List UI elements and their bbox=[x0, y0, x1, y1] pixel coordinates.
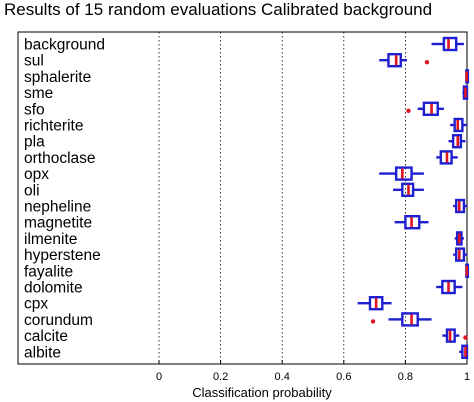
box-background bbox=[431, 36, 464, 52]
tick-label: 0.2 bbox=[213, 371, 228, 383]
category-label: dolomite bbox=[24, 280, 83, 297]
box-body bbox=[455, 247, 466, 262]
category-label: albite bbox=[24, 344, 61, 361]
category-label: hyperstene bbox=[24, 247, 101, 264]
box-series bbox=[357, 36, 470, 359]
box-corundum bbox=[370, 312, 432, 327]
box-opx bbox=[379, 166, 424, 181]
box-oli bbox=[393, 182, 424, 198]
box-ilmenite bbox=[454, 231, 464, 246]
category-label: oli bbox=[24, 182, 40, 199]
category-label: sme bbox=[24, 85, 53, 102]
category-label: sphalerite bbox=[24, 69, 91, 86]
box-body bbox=[453, 117, 464, 133]
box-body bbox=[404, 214, 421, 230]
box-body bbox=[439, 150, 453, 165]
box-sme bbox=[462, 85, 469, 100]
outlier-point bbox=[370, 319, 376, 324]
box-fayalite bbox=[465, 263, 470, 278]
category-label: calcite bbox=[24, 328, 68, 345]
grid-lines bbox=[158, 32, 468, 364]
box-magnetite bbox=[394, 214, 429, 230]
outlier-point bbox=[406, 108, 411, 114]
category-label: ilmenite bbox=[24, 231, 77, 248]
box-hyperstene bbox=[453, 247, 467, 262]
box-body bbox=[462, 85, 469, 100]
category-label: background bbox=[24, 37, 105, 54]
category-label: nepheline bbox=[24, 199, 91, 216]
box-body bbox=[455, 198, 466, 214]
x-axis-ticks: 0 0.2 0.4 0.6 0.8 1 bbox=[156, 360, 470, 383]
category-label: magnetite bbox=[24, 215, 92, 232]
box-body bbox=[441, 279, 456, 295]
box-body bbox=[445, 328, 456, 343]
category-label: corundum bbox=[24, 312, 93, 329]
outlier-point bbox=[463, 335, 468, 340]
box-body bbox=[451, 133, 463, 149]
box-dolomite bbox=[436, 279, 463, 295]
category-label: orthoclase bbox=[24, 150, 96, 167]
box-nepheline bbox=[453, 198, 467, 214]
box-body bbox=[422, 101, 439, 117]
category-label: opx bbox=[24, 166, 49, 183]
outlier-point bbox=[424, 60, 430, 65]
box-body bbox=[394, 166, 413, 181]
tick-label: 0 bbox=[156, 371, 162, 383]
box-body bbox=[401, 312, 419, 327]
category-label: pla bbox=[24, 134, 45, 151]
category-label: sfo bbox=[24, 101, 45, 118]
box-cpx bbox=[357, 296, 392, 311]
box-body bbox=[455, 231, 463, 246]
category-label: fayalite bbox=[24, 263, 73, 280]
box-body bbox=[401, 182, 415, 198]
tick-label: 1 bbox=[464, 371, 470, 383]
box-body bbox=[442, 36, 458, 52]
box-calcite bbox=[442, 328, 468, 343]
category-label: richterite bbox=[24, 118, 83, 135]
box-body bbox=[461, 344, 469, 359]
box-albite bbox=[459, 344, 469, 359]
chart-title: Results of 15 random evaluations Calibra… bbox=[4, 0, 432, 19]
box-body bbox=[387, 53, 402, 68]
box-richterite bbox=[450, 117, 467, 133]
tick-label: 0.6 bbox=[336, 371, 351, 383]
box-orthoclase bbox=[436, 150, 458, 165]
category-labels: backgroundsulsphaleritesmesforichteritep… bbox=[24, 37, 105, 362]
category-label: cpx bbox=[24, 296, 48, 313]
box-sphalerite bbox=[465, 69, 470, 84]
box-sul bbox=[379, 53, 430, 68]
box-sfo bbox=[406, 101, 444, 117]
box-body bbox=[368, 296, 384, 311]
box-pla bbox=[448, 133, 466, 149]
x-axis-label: Classification probability bbox=[192, 385, 332, 400]
plot-area bbox=[17, 31, 468, 365]
tick-label: 0.4 bbox=[275, 371, 290, 383]
category-label: sul bbox=[24, 53, 44, 70]
tick-label: 0.8 bbox=[398, 371, 413, 383]
